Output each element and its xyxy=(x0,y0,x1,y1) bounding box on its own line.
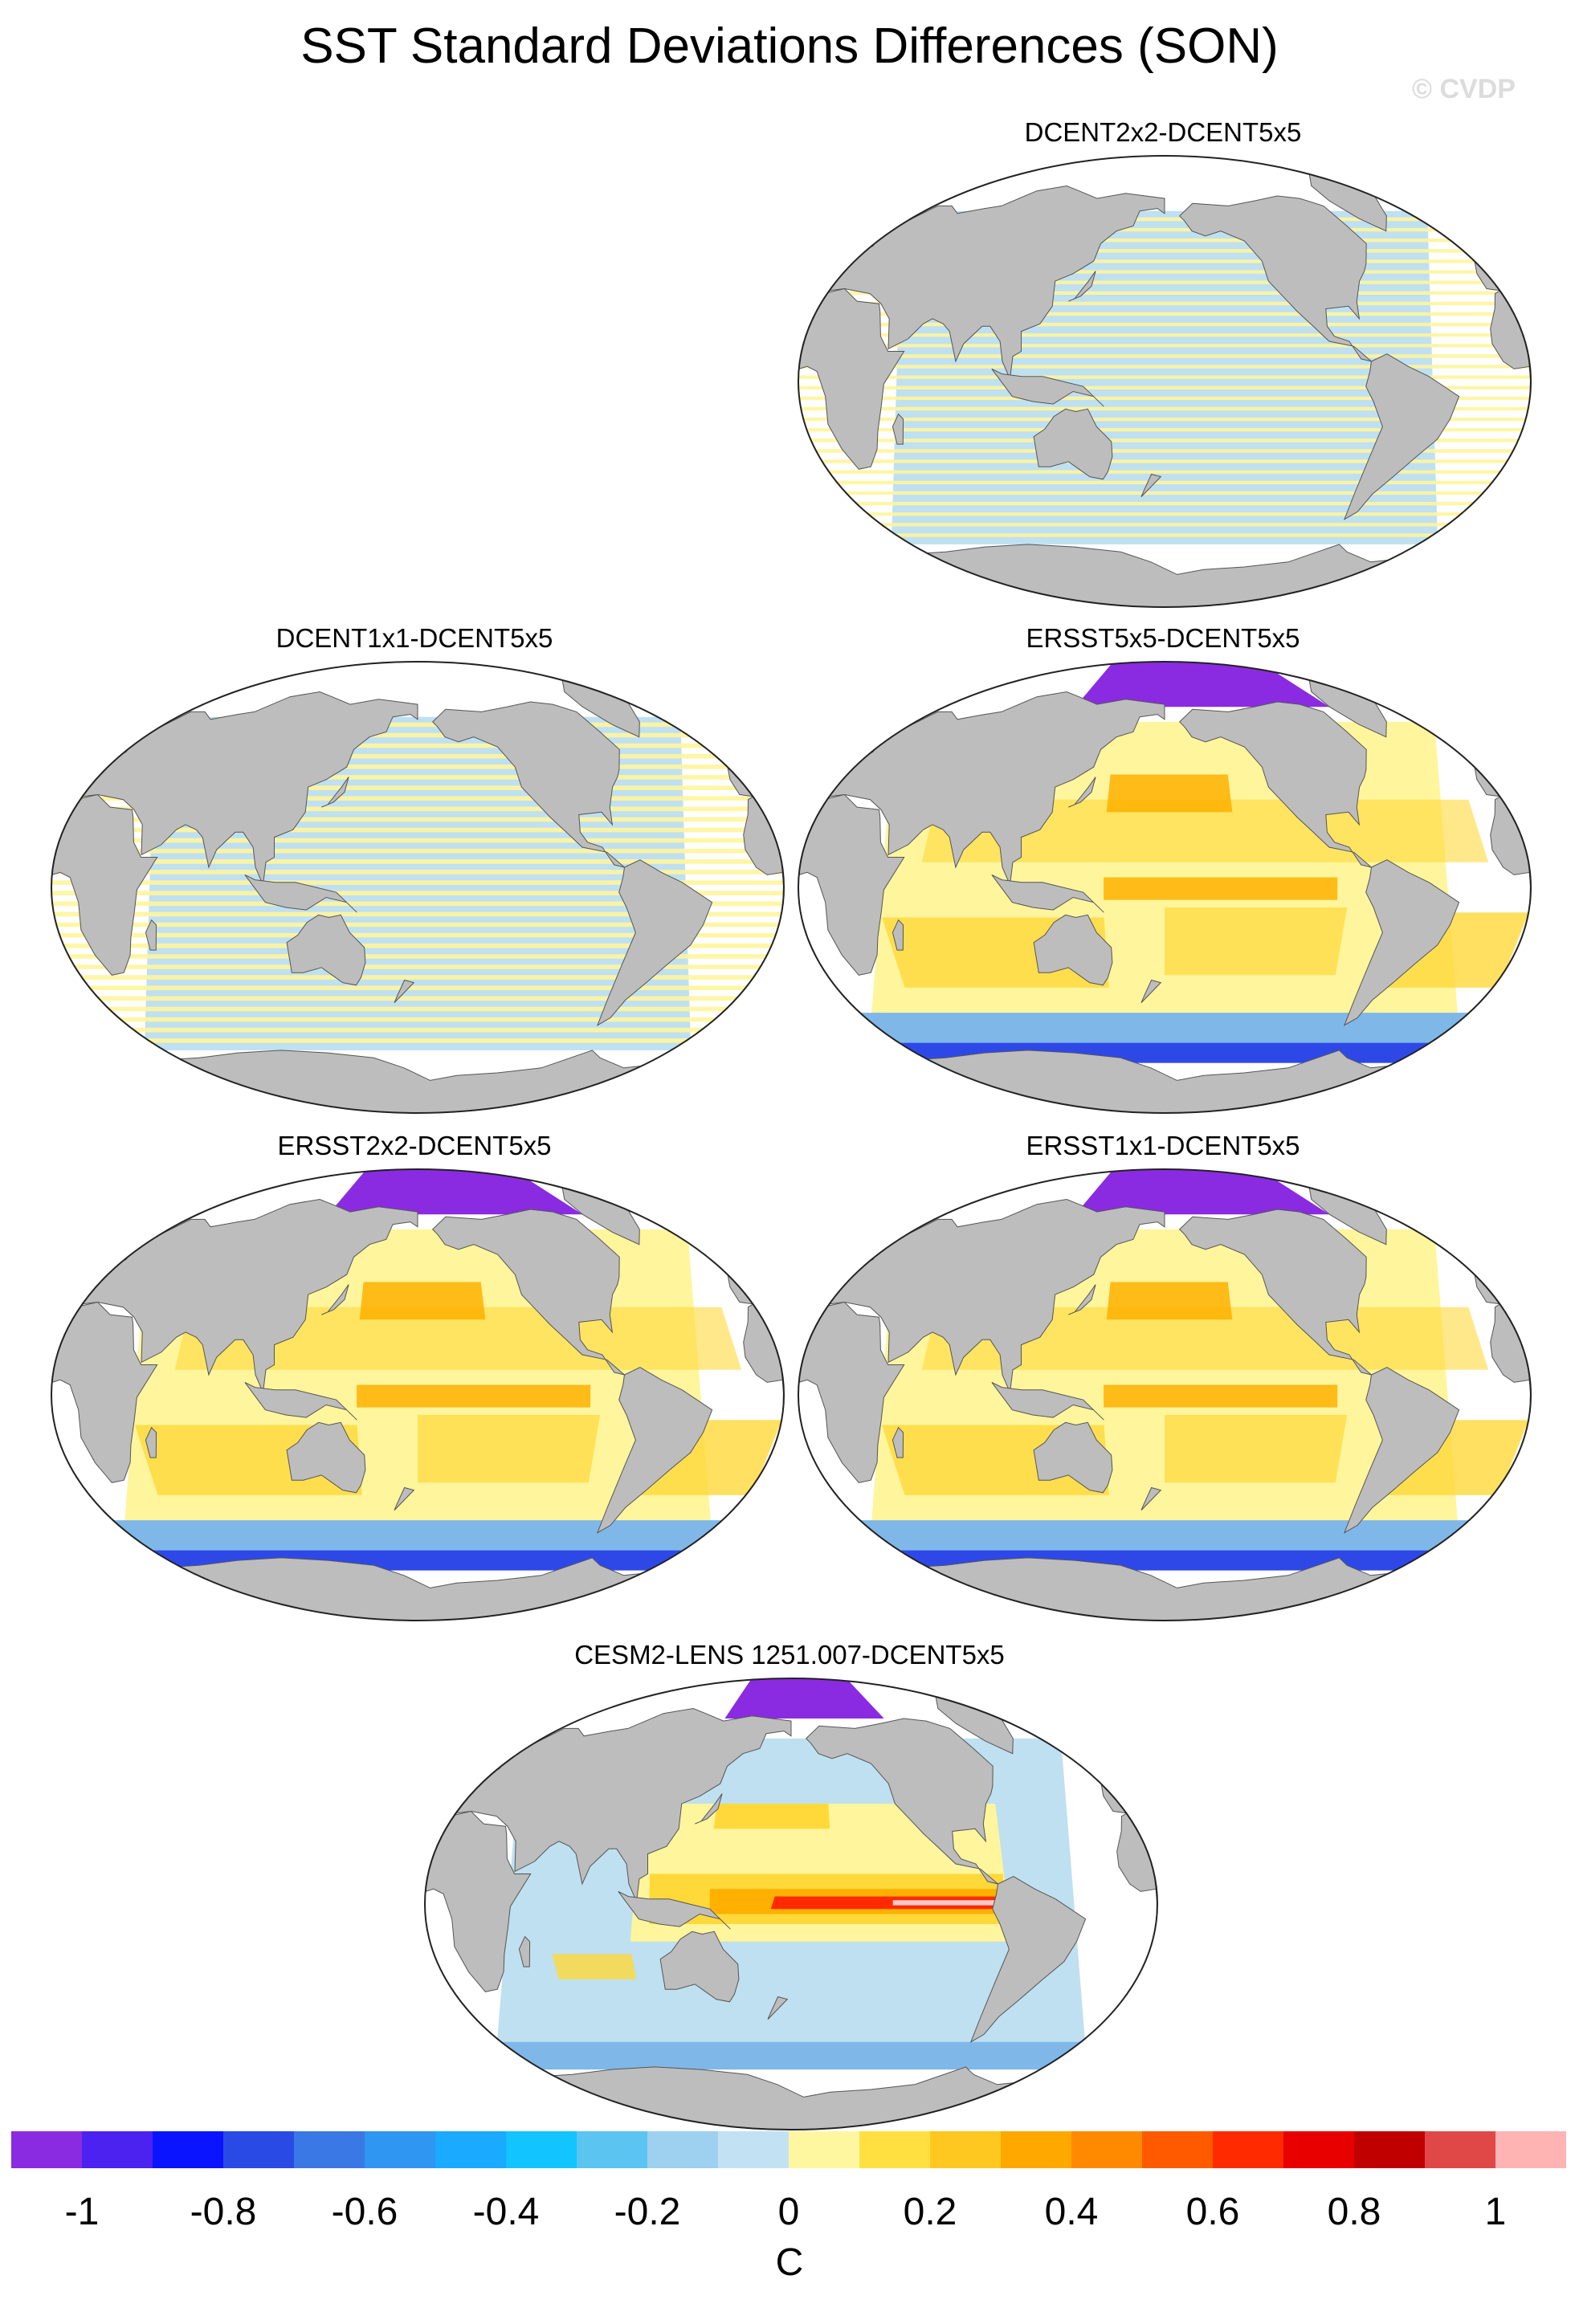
colorbar-swatch xyxy=(1213,2131,1283,2168)
colorbar-swatch xyxy=(1142,2131,1213,2168)
panel-title-dcent2x2: DCENT2x2-DCENT5x5 xyxy=(1024,117,1302,147)
map-dcent1x1 xyxy=(51,661,785,1114)
map-dcent2x2 xyxy=(798,155,1532,608)
colorbar-tick-label: -1 xyxy=(64,2191,100,2233)
map-cesm2 xyxy=(424,1678,1158,2130)
colorbar-swatch xyxy=(930,2131,1001,2168)
colorbar-swatch xyxy=(1425,2131,1495,2168)
colorbar xyxy=(11,2131,1566,2168)
colorbar-swatch xyxy=(294,2131,365,2168)
colorbar-tick-label: -0.8 xyxy=(190,2191,257,2233)
colorbar-swatch xyxy=(577,2131,647,2168)
colorbar-swatch xyxy=(859,2131,930,2168)
colorbar-swatch xyxy=(82,2131,153,2168)
colorbar-tick-label: 0.2 xyxy=(903,2191,957,2233)
colorbar-unit: C xyxy=(775,2241,804,2284)
colorbar-tick-label: -0.6 xyxy=(331,2191,398,2233)
panel-title-ersst2x2: ERSST2x2-DCENT5x5 xyxy=(277,1131,552,1160)
map-ersst1x1 xyxy=(798,1168,1532,1621)
map-ersst5x5 xyxy=(798,661,1532,1114)
colorbar-tick-label: -0.4 xyxy=(472,2191,540,2233)
figure-title: SST Standard Deviations Differences (SON… xyxy=(300,18,1279,74)
colorbar-tick-label: 0.8 xyxy=(1327,2191,1381,2233)
colorbar-swatch xyxy=(223,2131,294,2168)
panel-title-ersst5x5: ERSST5x5-DCENT5x5 xyxy=(1026,623,1300,653)
colorbar-tick-label: 0.4 xyxy=(1044,2191,1099,2233)
colorbar-swatch xyxy=(11,2131,82,2168)
watermark: © CVDP xyxy=(1412,74,1516,104)
colorbar-swatch xyxy=(718,2131,789,2168)
colorbar-tick-label: -0.2 xyxy=(614,2191,681,2233)
colorbar-swatch xyxy=(506,2131,577,2168)
colorbar-swatch xyxy=(1001,2131,1071,2168)
colorbar-swatch xyxy=(789,2131,859,2168)
colorbar-swatch xyxy=(647,2131,718,2168)
colorbar-swatch xyxy=(1071,2131,1142,2168)
panel-title-dcent1x1: DCENT1x1-DCENT5x5 xyxy=(275,623,553,653)
colorbar-swatch xyxy=(1495,2131,1566,2168)
colorbar-tick-label: 0 xyxy=(777,2191,800,2233)
colorbar-swatch xyxy=(365,2131,435,2168)
map-ersst2x2 xyxy=(51,1168,785,1621)
colorbar-tick-label: 1 xyxy=(1484,2191,1507,2233)
colorbar-swatch xyxy=(435,2131,506,2168)
colorbar-tick-label: 0.6 xyxy=(1185,2191,1240,2233)
colorbar-swatch xyxy=(1283,2131,1354,2168)
panel-title-cesm2: CESM2-LENS 1251.007-DCENT5x5 xyxy=(574,1640,1005,1670)
colorbar-swatch xyxy=(153,2131,223,2168)
panel-title-ersst1x1: ERSST1x1-DCENT5x5 xyxy=(1026,1131,1300,1160)
colorbar-swatch xyxy=(1354,2131,1425,2168)
